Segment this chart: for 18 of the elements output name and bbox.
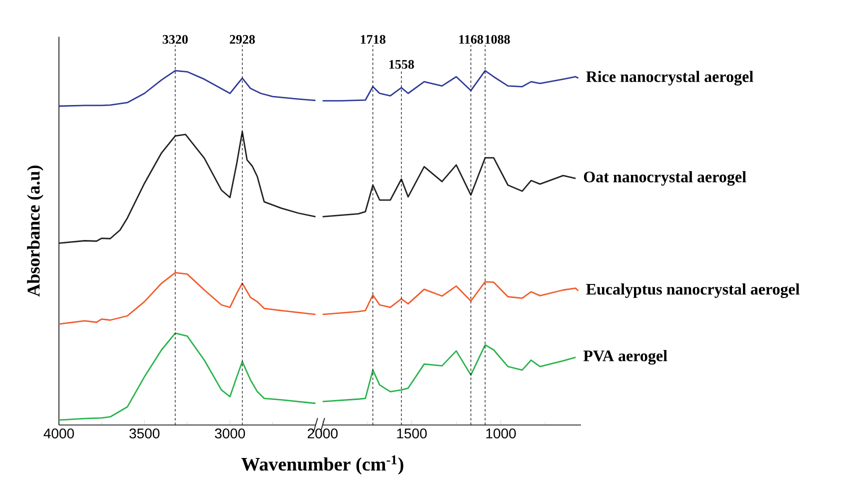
- x-tick-label: 3500: [129, 428, 160, 438]
- ref-line-label: 1168: [459, 35, 484, 44]
- y-axis-title: Absorbance (a.u): [27, 166, 44, 297]
- x-tick-label: 4000: [44, 428, 74, 438]
- ref-line-label: 3320: [162, 35, 188, 44]
- ref-line-label: 1718: [360, 35, 386, 44]
- series-label: Oat nanocrystal aerogel: [584, 171, 746, 186]
- series-label: Eucalyptus nanocrystal aerogel: [586, 283, 800, 298]
- ref-line-label: 2928: [230, 35, 255, 44]
- series-label: Rice nanocrystal aerogel: [586, 70, 754, 86]
- series-label: PVA aerogel: [583, 350, 668, 365]
- x-tick-label: 2000: [308, 428, 338, 438]
- x-tick-label: 1000: [486, 428, 516, 438]
- x-axis-title: Wavenumber (cm$^{-1}$): [241, 455, 404, 475]
- ref-line-label: 1558: [389, 60, 414, 69]
- ref-line-label: 1088: [485, 35, 510, 44]
- x-tick-label: 3000: [214, 428, 245, 438]
- x-tick-label: 1500: [397, 428, 427, 438]
